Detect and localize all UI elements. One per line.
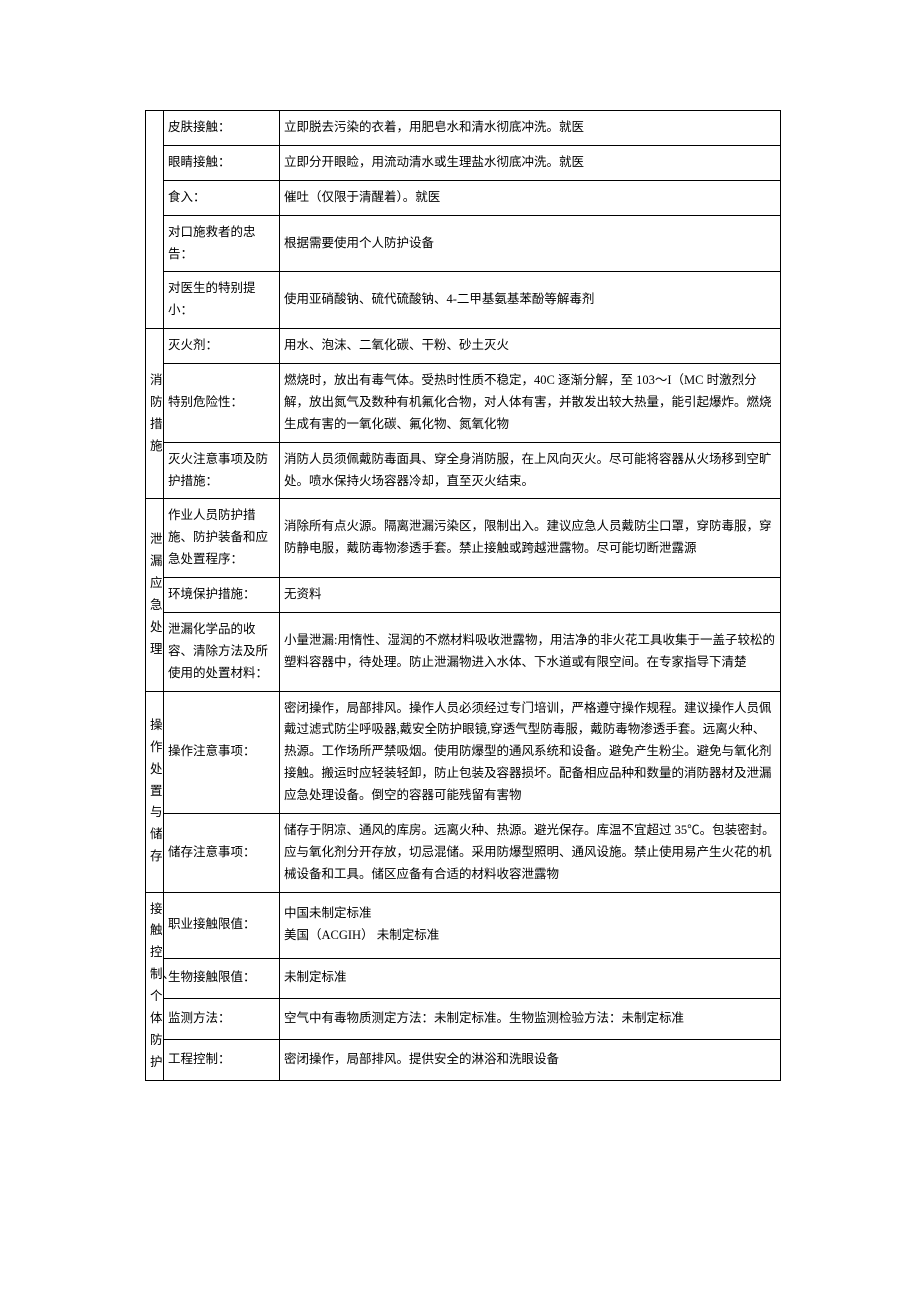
value-bel: 未制定标准 (280, 958, 781, 999)
label-engcontrol: 工程控制： (164, 1039, 280, 1080)
value-env-protection: 无资料 (280, 578, 781, 613)
value-oel: 中国未制定标准 美国（ACGIH） 未制定标准 (280, 892, 781, 958)
value-leak-cleanup: 小量泄漏:用惰性、湿润的不燃材料吸收泄露物，用洁净的非火花工具收集于一盖子较松的… (280, 612, 781, 691)
label-env-protection: 环境保护措施： (164, 578, 280, 613)
section-first-blank (146, 111, 164, 329)
label-special-hazard: 特别危险性： (164, 364, 280, 443)
label-skin: 皮肤接触： (164, 111, 280, 146)
value-operation: 密闭操作，局部排风。操作人员必须经过专门培训，严格遵守操作规程。建议操作人员佩戴… (280, 691, 781, 813)
label-operation: 操作注意事项： (164, 691, 280, 813)
label-extinguisher: 灭火剂： (164, 329, 280, 364)
section-exposure: 接触控制、个体防护 (146, 892, 164, 1080)
label-bel: 生物接触限值： (164, 958, 280, 999)
value-special-hazard: 燃烧时，放出有毒气体。受热时性质不稳定，40C 逐渐分解，至 103～I（MC … (280, 364, 781, 443)
label-leak-protection: 作业人员防护措施、防护装备和应急处置程序： (164, 499, 280, 578)
label-eye: 眼睛接触： (164, 145, 280, 180)
value-engcontrol: 密闭操作，局部排风。提供安全的淋浴和洗眼设备 (280, 1039, 781, 1080)
value-eye: 立即分开眼睑，用流动清水或生理盐水彻底冲洗。就医 (280, 145, 781, 180)
sds-table: 皮肤接触： 立即脱去污染的衣着，用肥皂水和清水彻底冲洗。就医 眼睛接触： 立即分… (145, 110, 781, 1081)
value-fire-precaution: 消防人员须佩戴防毒面具、穿全身消防服，在上风向灭火。尽可能将容器从火场移到空旷处… (280, 442, 781, 499)
value-ingestion: 催吐（仅限于清醒着）。就医 (280, 180, 781, 215)
label-rescuer: 对口施救者的忠告： (164, 215, 280, 272)
value-leak-protection: 消除所有点火源。隔离泄漏污染区，限制出入。建议应急人员戴防尘口罩，穿防毒服，穿防… (280, 499, 781, 578)
value-skin: 立即脱去污染的衣着，用肥皂水和清水彻底冲洗。就医 (280, 111, 781, 146)
value-monitor: 空气中有毒物质测定方法：未制定标准。生物监测检验方法：未制定标准 (280, 999, 781, 1040)
section-handling: 操作处置与储存 (146, 691, 164, 892)
label-monitor: 监测方法： (164, 999, 280, 1040)
label-doctor: 对医生的特别提小： (164, 272, 280, 329)
value-rescuer: 根据需要使用个人防护设备 (280, 215, 781, 272)
value-extinguisher: 用水、泡沫、二氧化碳、干粉、砂土灭火 (280, 329, 781, 364)
value-storage: 储存于阴凉、通风的库房。远离火种、热源。避光保存。库温不宜超过 35℃。包装密封… (280, 813, 781, 892)
label-oel: 职业接触限值： (164, 892, 280, 958)
section-leak: 泄漏应急处理 (146, 499, 164, 691)
value-doctor: 使用亚硝酸钠、硫代硫酸钠、4-二甲基氨基苯酚等解毒剂 (280, 272, 781, 329)
label-leak-cleanup: 泄漏化学品的收容、清除方法及所使用的处置材料： (164, 612, 280, 691)
section-fire: 消防措施 (146, 329, 164, 499)
label-ingestion: 食入： (164, 180, 280, 215)
label-fire-precaution: 灭火注意事项及防护措施： (164, 442, 280, 499)
label-storage: 储存注意事项： (164, 813, 280, 892)
